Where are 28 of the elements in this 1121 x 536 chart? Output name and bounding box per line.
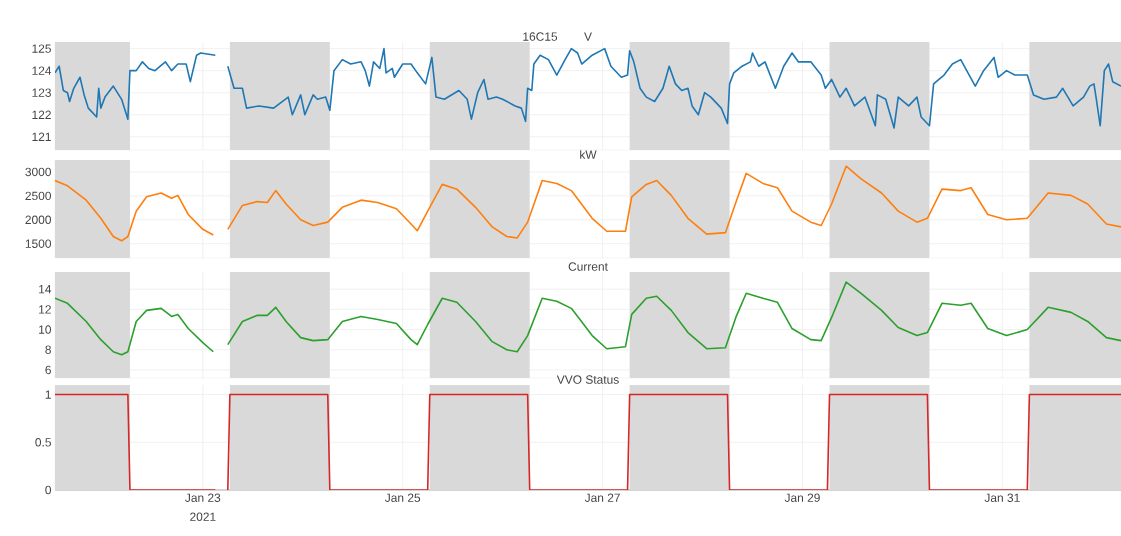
y-tick-label: 1 bbox=[45, 390, 51, 399]
x-tick-label: Jan 29 bbox=[784, 493, 820, 502]
x-tick-label: Jan 25 bbox=[384, 493, 421, 502]
y-tick-label: 3000 bbox=[25, 167, 52, 177]
text: 2021 bbox=[190, 512, 216, 521]
y-tick-label: 14 bbox=[39, 285, 52, 294]
x-tick-label: Jan 27 bbox=[584, 493, 620, 502]
chart-title: V bbox=[584, 32, 592, 41]
chart-title: kW bbox=[580, 150, 597, 159]
x-tick-label: Jan 31 bbox=[984, 493, 1020, 502]
y-tick-label: 125 bbox=[32, 44, 51, 53]
y-tick-label: 0 bbox=[45, 485, 52, 495]
text: 16C15 bbox=[523, 32, 558, 41]
y-tick-label: 123 bbox=[32, 88, 51, 97]
y-tick-label: 6 bbox=[45, 365, 51, 375]
x-tick-label: Jan 23 bbox=[185, 493, 221, 502]
y-tick-label: 0.5 bbox=[35, 438, 51, 447]
y-tick-label: 12 bbox=[39, 305, 51, 314]
y-tick-label: 2500 bbox=[25, 191, 52, 201]
y-tick-label: 2000 bbox=[25, 215, 52, 224]
chart-title: Current bbox=[568, 262, 608, 271]
y-tick-label: 122 bbox=[32, 110, 51, 119]
y-tick-label: 8 bbox=[45, 345, 51, 354]
y-tick-label: 124 bbox=[32, 66, 52, 75]
y-tick-label: 121 bbox=[32, 132, 51, 141]
chart-title: VVO Status bbox=[556, 375, 619, 384]
y-tick-label: 1500 bbox=[25, 239, 52, 248]
y-tick-label: 10 bbox=[39, 325, 52, 334]
